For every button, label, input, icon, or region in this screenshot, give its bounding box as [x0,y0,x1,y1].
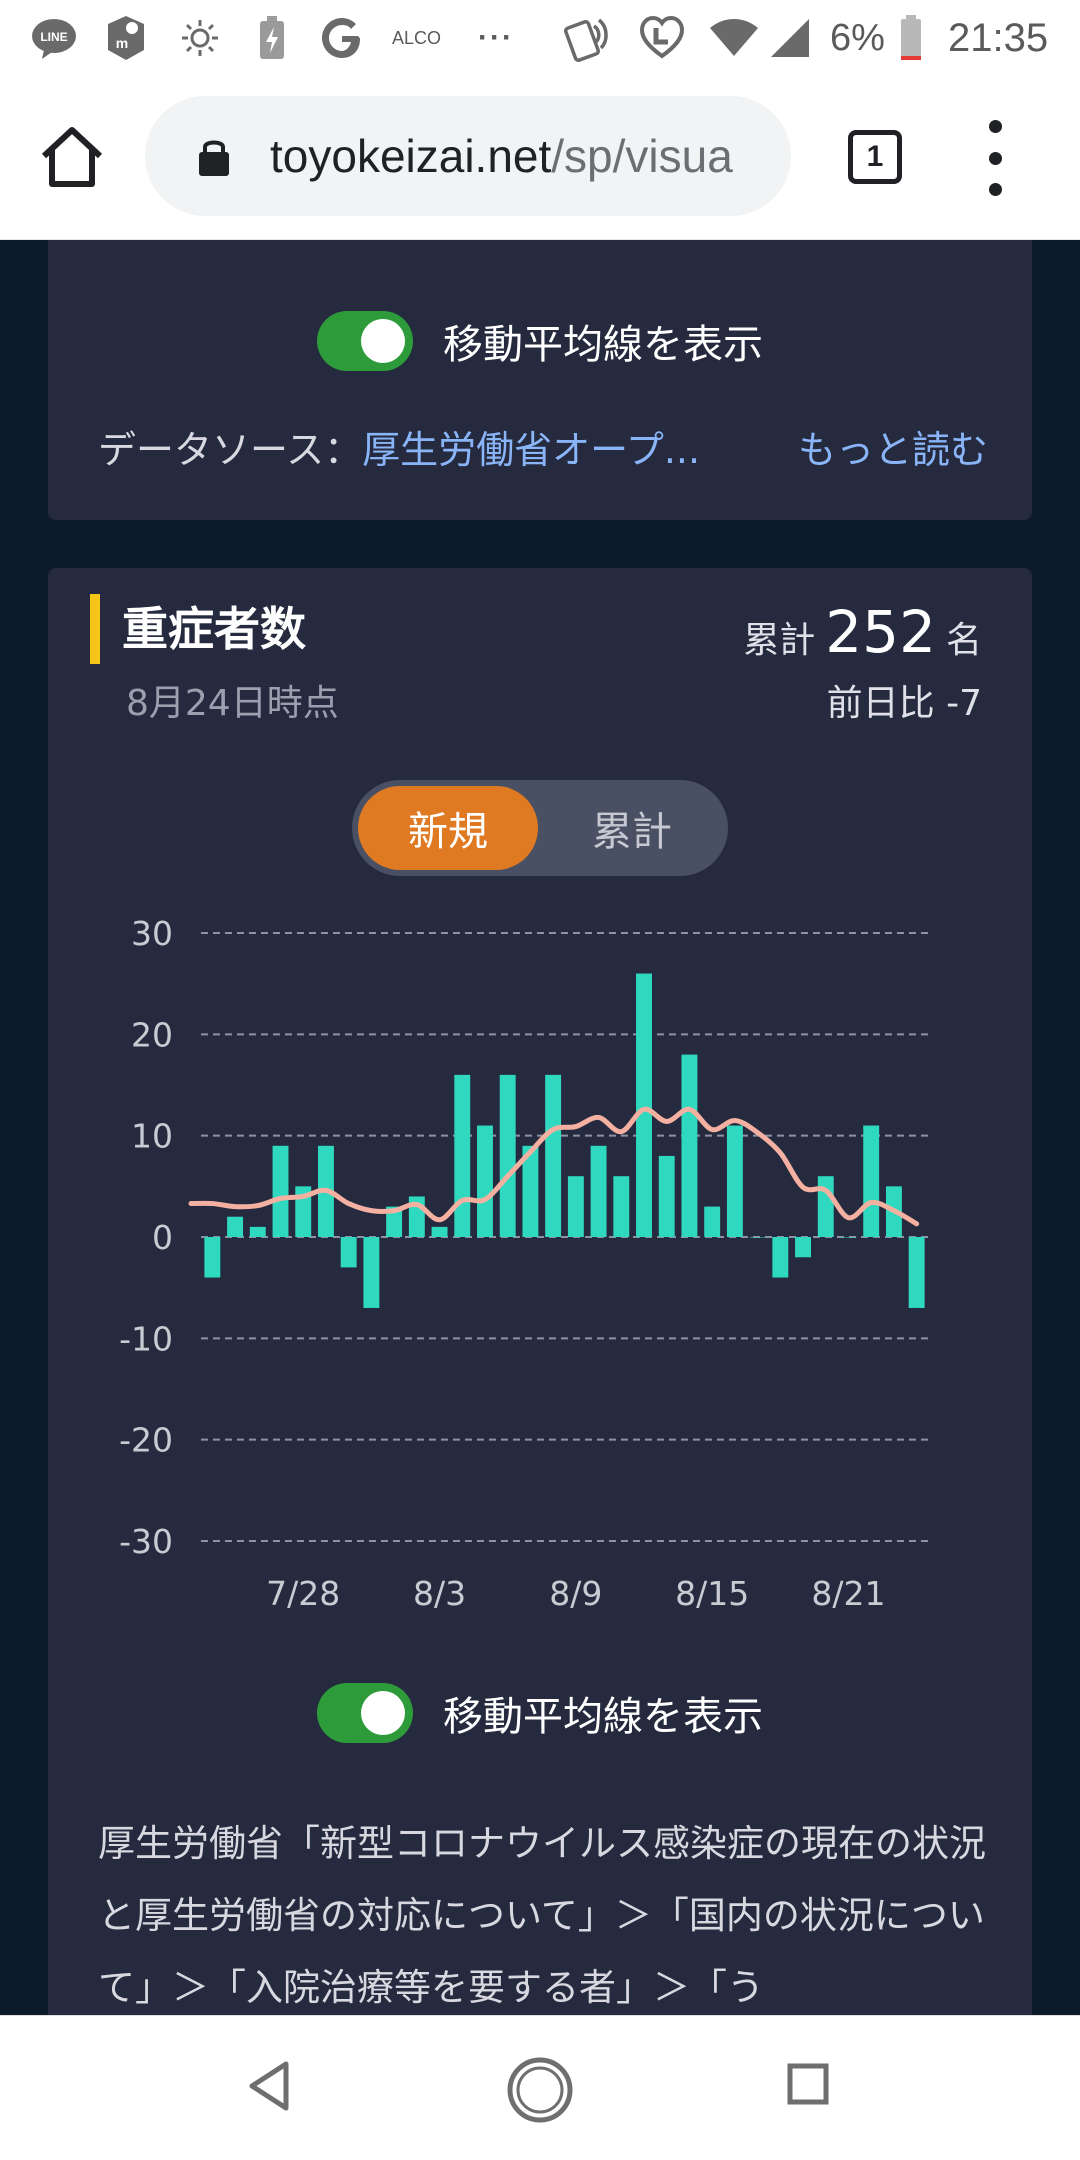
total-label: 累計 [743,620,816,661]
bar[interactable] [795,1237,811,1258]
home-nav-icon[interactable] [506,2056,574,2124]
bar[interactable] [522,1145,539,1237]
x-tick-label: 8/21 [811,1574,885,1613]
clock: 21:35 [948,15,1049,60]
battery-icon [896,14,926,62]
status-bar: LINE m ALCO ··· 6% 21:35 [0,0,1080,78]
battery-saver-icon [252,14,292,62]
previous-chart-card: 移動平均線を表示 データソース：厚生労働省オープ... もっと読む [48,240,1032,520]
wifi-icon [706,14,762,62]
tab-cumulative[interactable]: 累計 [592,809,672,855]
line-icon: LINE [28,14,80,62]
moving-average-line [188,1106,920,1227]
view-toggle: 新規 累計 [352,780,728,876]
system-nav-bar [0,2015,1080,2160]
home-button[interactable] [36,122,108,194]
hangouts-icon: m [100,14,152,62]
url-domain: toyokeizai.net [270,130,552,182]
bar[interactable] [363,1237,380,1308]
x-tick-label: 8/9 [549,1574,602,1613]
y-tick-label: -10 [119,1319,173,1358]
nfc-icon [562,14,614,62]
y-tick-label: 10 [131,1117,173,1156]
more-notifications-icon: ··· [478,21,514,54]
lock-icon [199,140,229,176]
bar[interactable] [726,1125,743,1237]
svg-text:LINE: LINE [40,30,67,44]
bar[interactable] [704,1206,721,1237]
bar[interactable] [749,1237,766,1238]
bar[interactable] [227,1216,244,1237]
svg-text:m: m [116,35,128,51]
card-title: 重症者数 [122,602,306,656]
bar[interactable] [567,1176,584,1237]
bar[interactable] [386,1206,403,1237]
bar[interactable] [499,1074,516,1237]
as-of-date: 8月24日時点 [126,683,339,724]
title-marker [90,594,100,664]
bar[interactable] [636,973,652,1237]
url-text: toyokeizai.net/sp/visua [270,96,733,216]
moving-average-toggle-row-2[interactable]: 移動平均線を表示 [48,1678,1032,1748]
y-tick-label: 0 [152,1218,173,1257]
battery-percent: 6% [830,16,885,59]
moving-average-label-2: 移動平均線を表示 [443,1694,763,1740]
tab-switcher-button[interactable]: 1 [848,130,902,184]
data-source-link[interactable]: 厚生労働省オープ... [362,428,701,472]
bar[interactable] [613,1176,630,1237]
recents-icon[interactable] [786,2062,830,2106]
address-bar[interactable]: toyokeizai.net/sp/visua [145,96,791,216]
bar[interactable] [431,1226,448,1237]
cell-signal-icon [766,14,814,62]
tab-new-cases[interactable]: 新規 [358,786,538,870]
moving-average-toggle-row[interactable]: 移動平均線を表示 [48,306,1032,376]
y-tick-label: -30 [119,1522,173,1561]
bar[interactable] [681,1054,698,1237]
bar[interactable] [340,1237,357,1268]
bar[interactable] [477,1125,493,1237]
data-source-label: データソース： [98,428,363,472]
bar[interactable] [249,1226,266,1237]
moving-average-toggle-2[interactable] [317,1683,413,1743]
x-tick-label: 8/3 [413,1574,466,1613]
browser-toolbar: toyokeizai.net/sp/visua 1 [0,78,1080,240]
alco-label: ALCO [392,27,442,48]
bar[interactable] [772,1237,789,1278]
bar[interactable] [817,1176,834,1237]
url-path: /sp/visua [551,130,733,182]
overflow-menu-button[interactable] [980,120,1010,196]
bar[interactable] [545,1074,562,1237]
health-icon [636,14,688,62]
bar[interactable] [454,1074,471,1237]
page-content: 移動平均線を表示 データソース：厚生労働省オープ... もっと読む 重症者数 8… [0,240,1080,2015]
bar[interactable] [272,1145,289,1237]
severe-cases-card: 重症者数 8月24日時点 累計 252 名 前日比 -7 新規 累計 30 20 10 0… [48,568,1032,2015]
x-tick-label: 7/28 [266,1574,340,1613]
y-tick-label: -20 [119,1421,173,1460]
total-summary: 累計 252 名 [743,598,982,666]
y-tick-label: 30 [131,914,173,953]
data-source-note: 厚生労働省「新型コロナウイルス感染症の現在の状況と厚生労働省の対応について」＞「… [98,1822,986,2009]
moving-average-toggle[interactable] [317,311,413,371]
google-icon [318,14,366,62]
read-more-link[interactable]: もっと読む [797,428,988,472]
severe-cases-chart: 30 20 10 0 -10 -20 -30 7/28 8/3 8/9 8/15 8/21 [119,914,928,1613]
x-tick-label: 8/15 [675,1574,749,1613]
bar[interactable] [658,1155,675,1237]
home-icon [41,127,103,187]
y-tick-label: 20 [131,1015,173,1054]
bar[interactable] [590,1145,607,1237]
bar[interactable] [908,1237,925,1308]
moving-average-label: 移動平均線を表示 [443,322,763,368]
bar[interactable] [204,1237,221,1278]
day-over-day-change: 前日比 -7 [826,683,982,724]
bar[interactable] [840,1237,857,1238]
total-value: 252 [825,598,936,666]
back-icon[interactable] [246,2060,292,2112]
brightness-icon [176,14,224,62]
total-unit: 名 [945,620,982,661]
bar[interactable] [863,1125,880,1237]
data-source-row: データソース：厚生労働省オープ... もっと読む [98,420,988,480]
